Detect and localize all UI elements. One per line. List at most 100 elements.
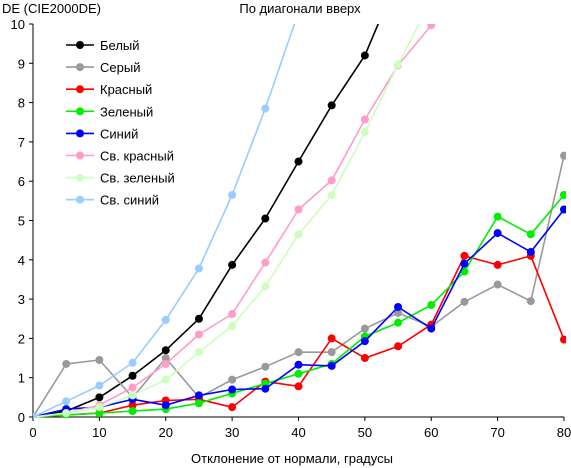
legend-swatch-marker [76,107,84,116]
legend-swatch-marker [76,151,84,160]
data-point [194,330,203,339]
data-point [128,391,137,400]
y-tick-label: 7 [18,135,25,150]
data-point [161,375,170,384]
data-point [427,324,436,333]
x-tick-label: 20 [159,425,173,440]
axes: 0 1 2 3 4 5 6 7 8 9 10 0 10 20 30 40 50 60 70 80 [11,17,571,440]
data-point [560,335,566,344]
data-point [161,359,170,368]
legend-item: Серый [66,60,140,75]
data-point [493,212,502,221]
data-point [560,151,566,160]
data-point [194,399,203,408]
legend-label: Св. синий [100,193,159,208]
x-axis-label: Отклонение от нормали, градусы [191,451,393,466]
data-point [493,229,502,238]
x-tick-label: 50 [358,425,372,440]
data-point [261,104,270,113]
x-tick-label: 0 [29,425,36,440]
data-point [327,361,336,370]
data-point [427,300,436,309]
data-point [427,0,435,4]
data-point [228,385,237,394]
legend-label: Серый [100,60,140,75]
data-point [294,157,303,166]
series-1 [33,24,380,418]
data-point [460,259,469,268]
data-point [294,382,303,391]
data-point [228,310,237,319]
data-point [526,230,535,239]
data-point [33,413,37,418]
data-point [360,324,369,333]
x-tick-label: 40 [291,425,305,440]
legend-label: Св. красный [100,149,174,164]
legend-label: Красный [100,82,152,97]
data-point [95,403,104,412]
data-point [294,348,303,357]
data-point [493,280,502,289]
data-point [427,24,436,30]
data-point [161,346,170,355]
series-line [33,24,432,418]
data-point [128,371,137,380]
data-point [95,393,104,402]
legend-swatch-marker [76,85,84,94]
data-point [228,260,237,269]
legend-label: Белый [100,38,140,53]
x-tick-label: 60 [424,425,438,440]
data-point [394,342,403,351]
legend-item: Св. зеленый [66,171,175,186]
chart-title: По диагонали вверх [239,1,361,16]
series-line [33,24,420,418]
data-point [560,190,566,199]
data-point [394,308,403,317]
data-point [161,315,170,324]
data-point [261,282,270,291]
data-point [526,247,535,256]
data-point [394,60,403,69]
series-8 [33,24,296,418]
data-point [327,101,336,110]
data-point [228,375,237,384]
data-point [128,407,137,416]
data-point [360,337,369,346]
data-point [460,267,469,276]
data-point [161,401,170,410]
data-point [228,403,237,412]
data-point [294,360,303,369]
data-point [161,354,170,363]
y-tick-label: 3 [18,292,25,307]
series-layer [33,0,566,418]
legend-label: Синий [100,126,138,141]
data-point [261,214,270,223]
series-line [33,255,565,418]
x-tick-label: 80 [557,425,571,440]
data-point [128,358,137,367]
data-point [360,115,369,124]
data-point [493,260,502,269]
data-point [95,409,104,418]
data-point [95,356,104,365]
series-line [33,24,380,418]
x-tick-label: 70 [490,425,504,440]
data-point [394,318,403,327]
data-point [194,391,203,400]
legend-item: Св. синий [66,193,159,208]
data-point [460,297,469,306]
y-tick-label: 4 [18,253,25,268]
data-point [194,314,203,323]
data-point [261,258,270,267]
y-tick-label: 0 [18,410,25,425]
data-point [62,409,71,418]
y-tick-label: 9 [18,56,25,71]
y-tick-label: 2 [18,331,25,346]
data-point [194,264,203,273]
data-point [327,176,336,185]
data-point [526,297,535,306]
data-point [261,384,270,393]
x-tick-label: 30 [225,425,239,440]
data-point [360,128,369,137]
legend-swatch-marker [76,129,84,138]
